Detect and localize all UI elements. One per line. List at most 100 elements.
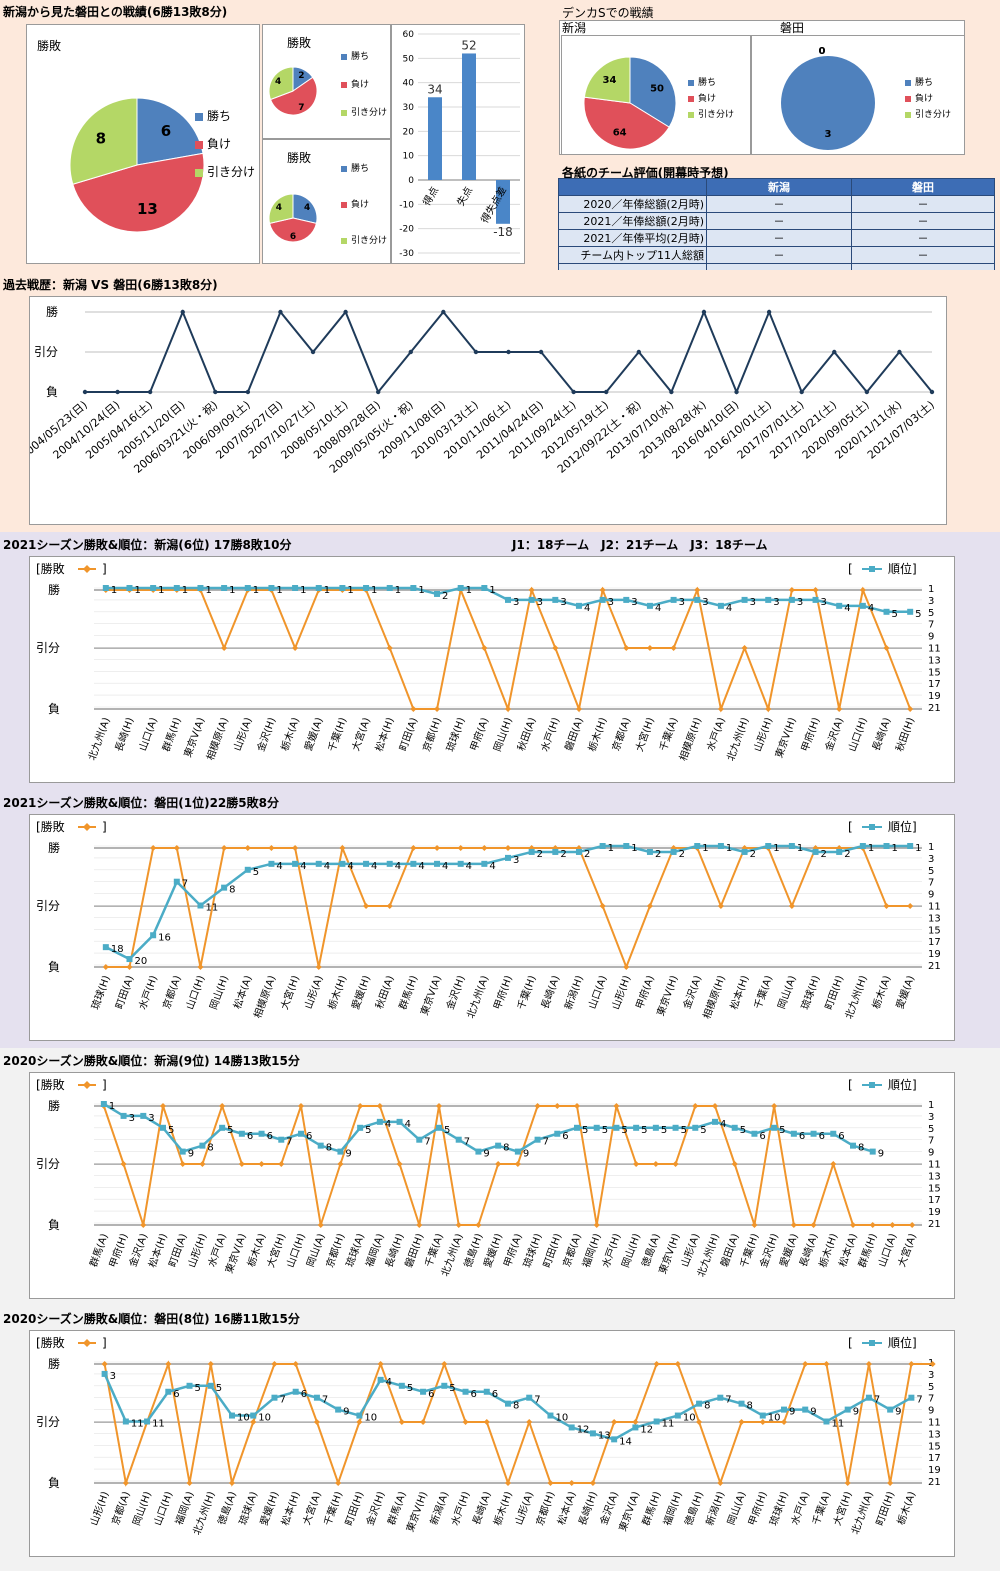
result-marker (199, 1161, 206, 1167)
rank-marker (741, 596, 748, 603)
x-tick-label: 栃木(A) (869, 973, 893, 1010)
legend-result-bracket: ] (102, 820, 107, 834)
tick-label: 30 (403, 103, 415, 113)
eval-cell: － (851, 246, 995, 264)
pie-value-label: 7 (298, 103, 304, 113)
rank-value-label: 2 (679, 849, 685, 860)
x-tick-label: 町田(A) (114, 974, 136, 1010)
rank-tick-label: 13 (928, 1429, 941, 1440)
rank-marker (221, 585, 228, 591)
rank-marker (865, 1394, 872, 1401)
result-point (375, 389, 381, 395)
rank-value-label: 4 (584, 603, 590, 614)
x-tick-label: 松本(H) (278, 1489, 302, 1527)
rank-tick-label: 7 (928, 878, 934, 889)
legend-label: 引き分け (207, 165, 255, 179)
rank-marker (197, 902, 204, 909)
rank-marker (670, 596, 677, 603)
result-marker (481, 645, 488, 651)
pie-slice (583, 56, 631, 104)
rank-tick-label: 5 (928, 1124, 934, 1135)
pie-value-label: 4 (275, 77, 281, 87)
x-tick-label: 山形(A) (302, 974, 325, 1011)
x-tick-label: 千葉(A) (656, 715, 680, 752)
x-tick-label: 長崎(A) (869, 715, 893, 752)
legend-swatch (905, 112, 911, 118)
rank-tick-label: 15 (928, 925, 941, 936)
x-tick-label: 福岡(A) (172, 1489, 196, 1526)
rank-value-label: 1 (466, 585, 472, 596)
result-marker (505, 1480, 511, 1486)
rank-marker (434, 860, 441, 867)
rank-tick-label: 19 (928, 1465, 941, 1476)
eval-cell: チーム内トップ11人総額 (558, 246, 707, 264)
denka-panel-right (751, 35, 965, 155)
rank-marker (199, 1142, 206, 1149)
result-marker (632, 1419, 639, 1425)
rank-tick-label: 21 (928, 1219, 941, 1230)
rank-marker (844, 1406, 851, 1413)
result-marker (457, 845, 464, 851)
rank-tick-label: 13 (928, 1171, 941, 1182)
y-label: 負 (48, 702, 60, 716)
x-tick-label: 町田(H) (875, 1490, 897, 1527)
pie-total-panel: 勝敗 6 13 8 勝ち 負け 引き分け (26, 24, 260, 264)
x-tick-label: 京都(H) (420, 715, 444, 753)
eval-row: チーム内トップ11人総額－－ (558, 246, 995, 264)
rank-value-label: 3 (608, 597, 614, 608)
rank-value-label: 11 (131, 1419, 144, 1430)
rank-marker (514, 1148, 521, 1155)
rank-marker (652, 1124, 659, 1131)
rank-value-label: 3 (773, 597, 779, 608)
x-tick-label: 金沢(H) (254, 715, 278, 753)
legend-swatch (341, 202, 347, 208)
result-marker (717, 706, 724, 712)
legend-label: 負け (698, 92, 716, 104)
rank-value-label: 4 (720, 1119, 726, 1130)
result-marker (197, 964, 204, 970)
legend-swatch (341, 82, 347, 88)
rank-marker (271, 1394, 278, 1401)
legend-result-marker (83, 1339, 91, 1347)
x-tick-label: 栃木(H) (325, 973, 349, 1011)
y-label: 引分 (36, 1415, 60, 1429)
rank-marker (315, 860, 322, 867)
legend-label: 負け (915, 92, 933, 104)
result-marker (396, 1161, 403, 1167)
rank-marker (150, 585, 157, 591)
result-marker (376, 1103, 383, 1109)
rank-value-label: 3 (679, 597, 685, 608)
x-tick-label: 新潟(A) (427, 1489, 451, 1526)
result-marker (731, 1161, 738, 1167)
result-point (115, 389, 120, 395)
x-tick-label: 山口(H) (152, 1490, 175, 1527)
result-marker (771, 1103, 778, 1109)
x-tick-label: 山口(A) (876, 1232, 899, 1269)
rank-marker (505, 854, 511, 861)
result-point (180, 309, 185, 315)
bar (462, 53, 476, 180)
result-marker (670, 645, 677, 651)
rank-value-label: 10 (555, 1413, 568, 1424)
result-marker (126, 964, 133, 970)
x-tick-label: 大宮(A) (300, 1489, 324, 1526)
eval-title: 各紙のチーム評価(開幕時予想) (562, 166, 729, 180)
result-marker (887, 1480, 894, 1486)
x-tick-label: 山口(H) (846, 716, 869, 753)
denka-panel-left (561, 35, 751, 155)
rank-marker (850, 1142, 856, 1149)
rank-marker (547, 1412, 554, 1419)
bar-value-label: 34 (427, 82, 442, 96)
rank-marker (457, 860, 464, 867)
rank-marker (599, 596, 606, 603)
rank-marker (712, 1118, 718, 1125)
rank-marker (186, 1382, 193, 1389)
result-marker (830, 1161, 837, 1167)
history-svg: 勝引分負2004/05/23(日)2004/10/24(日)2005/04/16… (30, 304, 937, 476)
rank-marker (339, 585, 346, 591)
rank-marker (434, 590, 441, 597)
y-label: 勝 (48, 840, 60, 855)
x-tick-label: 東京V(A) (181, 715, 207, 759)
legend-rank-bracket: [ (848, 820, 853, 834)
